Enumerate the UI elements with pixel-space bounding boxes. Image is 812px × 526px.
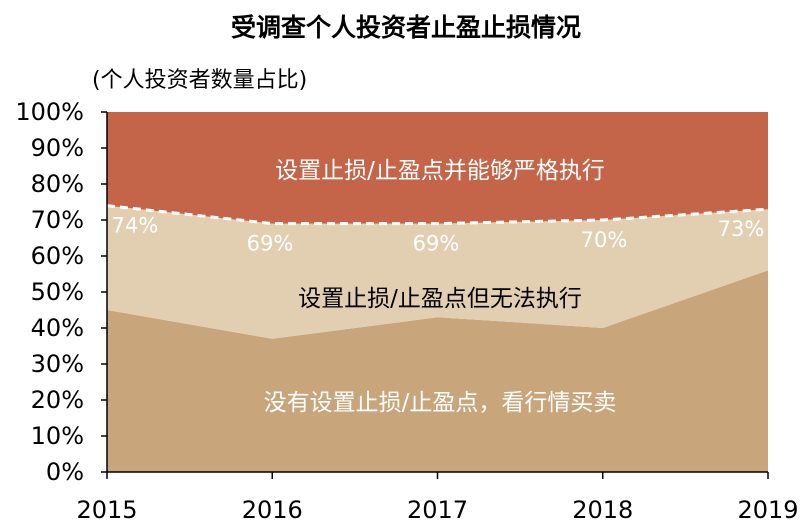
y-tick-label: 50% <box>31 278 84 306</box>
area-stop-not-executed <box>107 205 768 339</box>
chart-subtitle: (个人投资者数量占比) <box>92 68 308 93</box>
y-tick-label: 0% <box>46 458 84 486</box>
data-label: 69% <box>247 232 294 256</box>
y-tick-label: 80% <box>31 170 84 198</box>
data-label: 74% <box>112 214 159 238</box>
y-tick-label: 20% <box>31 386 84 414</box>
x-tick-label: 2015 <box>76 496 137 524</box>
y-tick-label: 60% <box>31 242 84 270</box>
x-tick-label: 2018 <box>572 496 633 524</box>
x-tick-label: 2019 <box>737 496 798 524</box>
region-label-no-stop: 没有设置止损/止盈点，看行情买卖 <box>264 390 617 416</box>
area-stop-executed <box>107 112 768 224</box>
area-no-stop <box>107 270 768 472</box>
y-tick-label: 70% <box>31 206 84 234</box>
data-label: 70% <box>581 228 628 252</box>
data-label: 69% <box>413 232 460 256</box>
y-tick-label: 90% <box>31 134 84 162</box>
y-tick-label: 10% <box>31 422 84 450</box>
region-label-not-executed: 设置止损/止盈点但无法执行 <box>298 286 582 312</box>
y-tick-label: 100% <box>15 98 84 126</box>
boundary-dashed-line <box>106 204 769 226</box>
chart-title: 受调查个人投资者止盈止损情况 <box>230 13 581 42</box>
data-label: 73% <box>718 217 765 241</box>
y-tick-label: 40% <box>31 314 84 342</box>
region-label-executed: 设置止损/止盈点并能够严格执行 <box>275 158 605 184</box>
x-tick-label: 2017 <box>407 496 468 524</box>
x-tick-label: 2016 <box>242 496 303 524</box>
y-tick-label: 30% <box>31 350 84 378</box>
